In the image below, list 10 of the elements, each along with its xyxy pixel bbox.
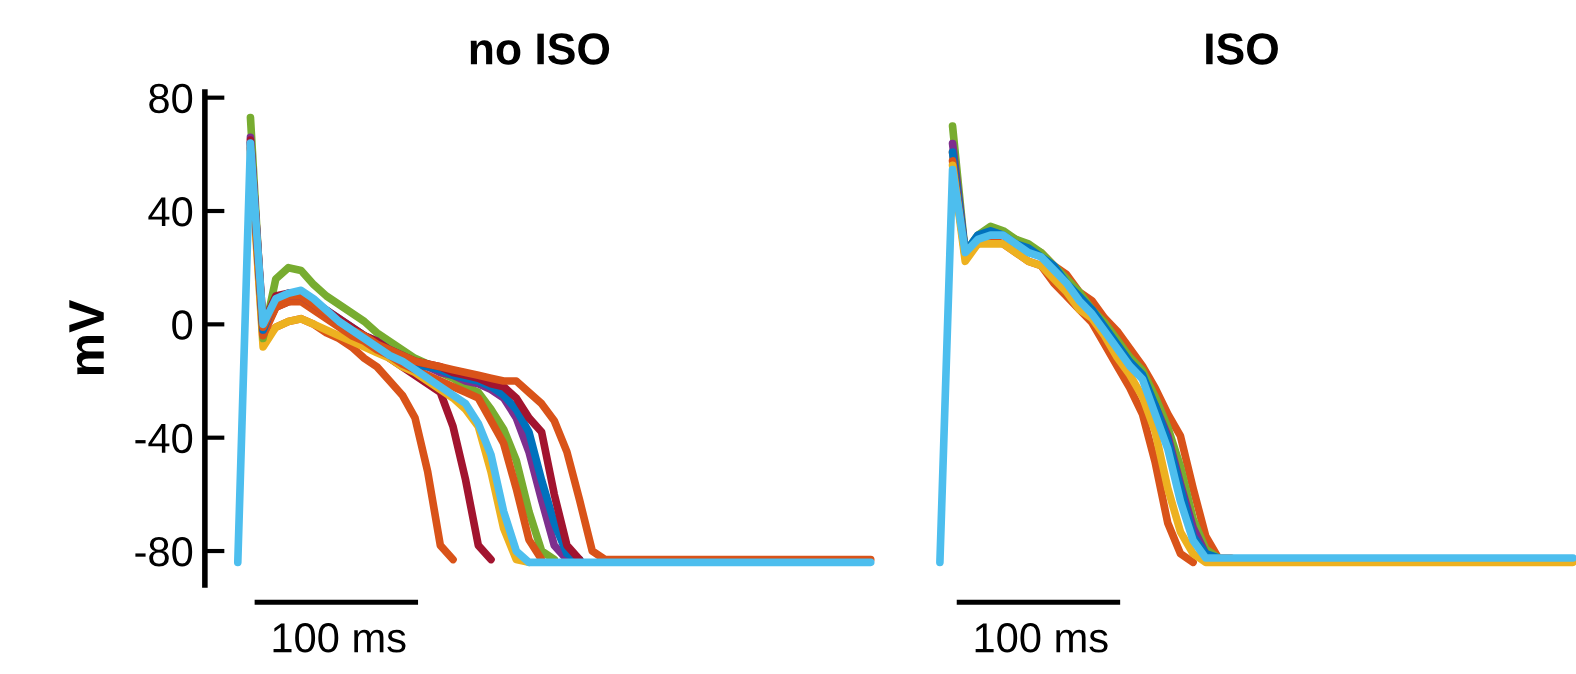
y-tick-label: 0 (172, 310, 193, 340)
y-tick-label: 40 (148, 197, 193, 227)
y-axis-title: mV (69, 299, 104, 375)
text: 100 ms (273, 623, 406, 653)
chart-title: no ISO (470, 33, 610, 65)
text: 100 ms (975, 623, 1108, 653)
y-tick-label: -80 (135, 537, 193, 567)
y-tick-label: 80 (149, 83, 193, 114)
chart-title: ISO (1206, 33, 1278, 65)
y-tick-label: -40 (135, 423, 193, 454)
